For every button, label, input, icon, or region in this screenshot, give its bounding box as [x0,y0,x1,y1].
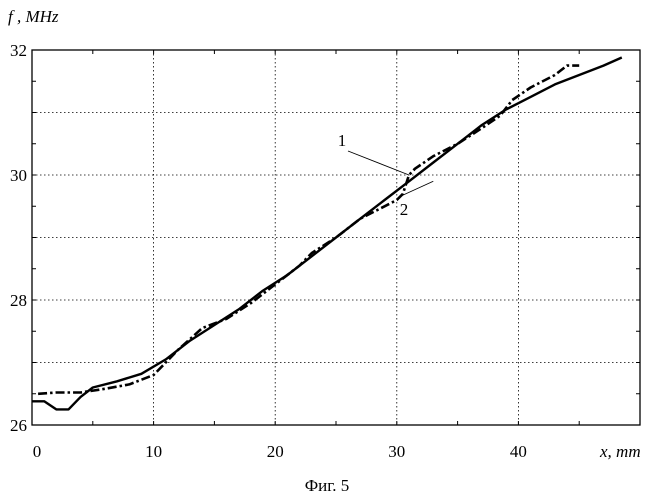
series-layer [32,58,622,410]
curve-label: 2 [400,200,409,219]
y-tick-labels: 26 28 30 32 [10,41,27,435]
x-tick-label: 20 [267,442,284,461]
curve-label: 1 [338,131,347,150]
x-tick-labels: 0 10 20 30 40 [33,442,527,461]
x-tick-label: 30 [388,442,405,461]
series-line-2 [32,58,622,410]
y-tick-label: 28 [10,291,27,310]
x-tick-label: 10 [145,442,162,461]
x-tick-label: 0 [33,442,42,461]
figure-caption: Фиг. 5 [305,476,350,495]
y-tick-label: 26 [10,416,27,435]
x-tick-label: 40 [510,442,527,461]
y-tick-label: 32 [10,41,27,60]
curve-label-leader [348,151,409,175]
x-axis-title: x, mm [599,442,641,461]
y-tick-label: 30 [10,166,27,185]
y-axis-title: f , MHz [8,7,59,26]
